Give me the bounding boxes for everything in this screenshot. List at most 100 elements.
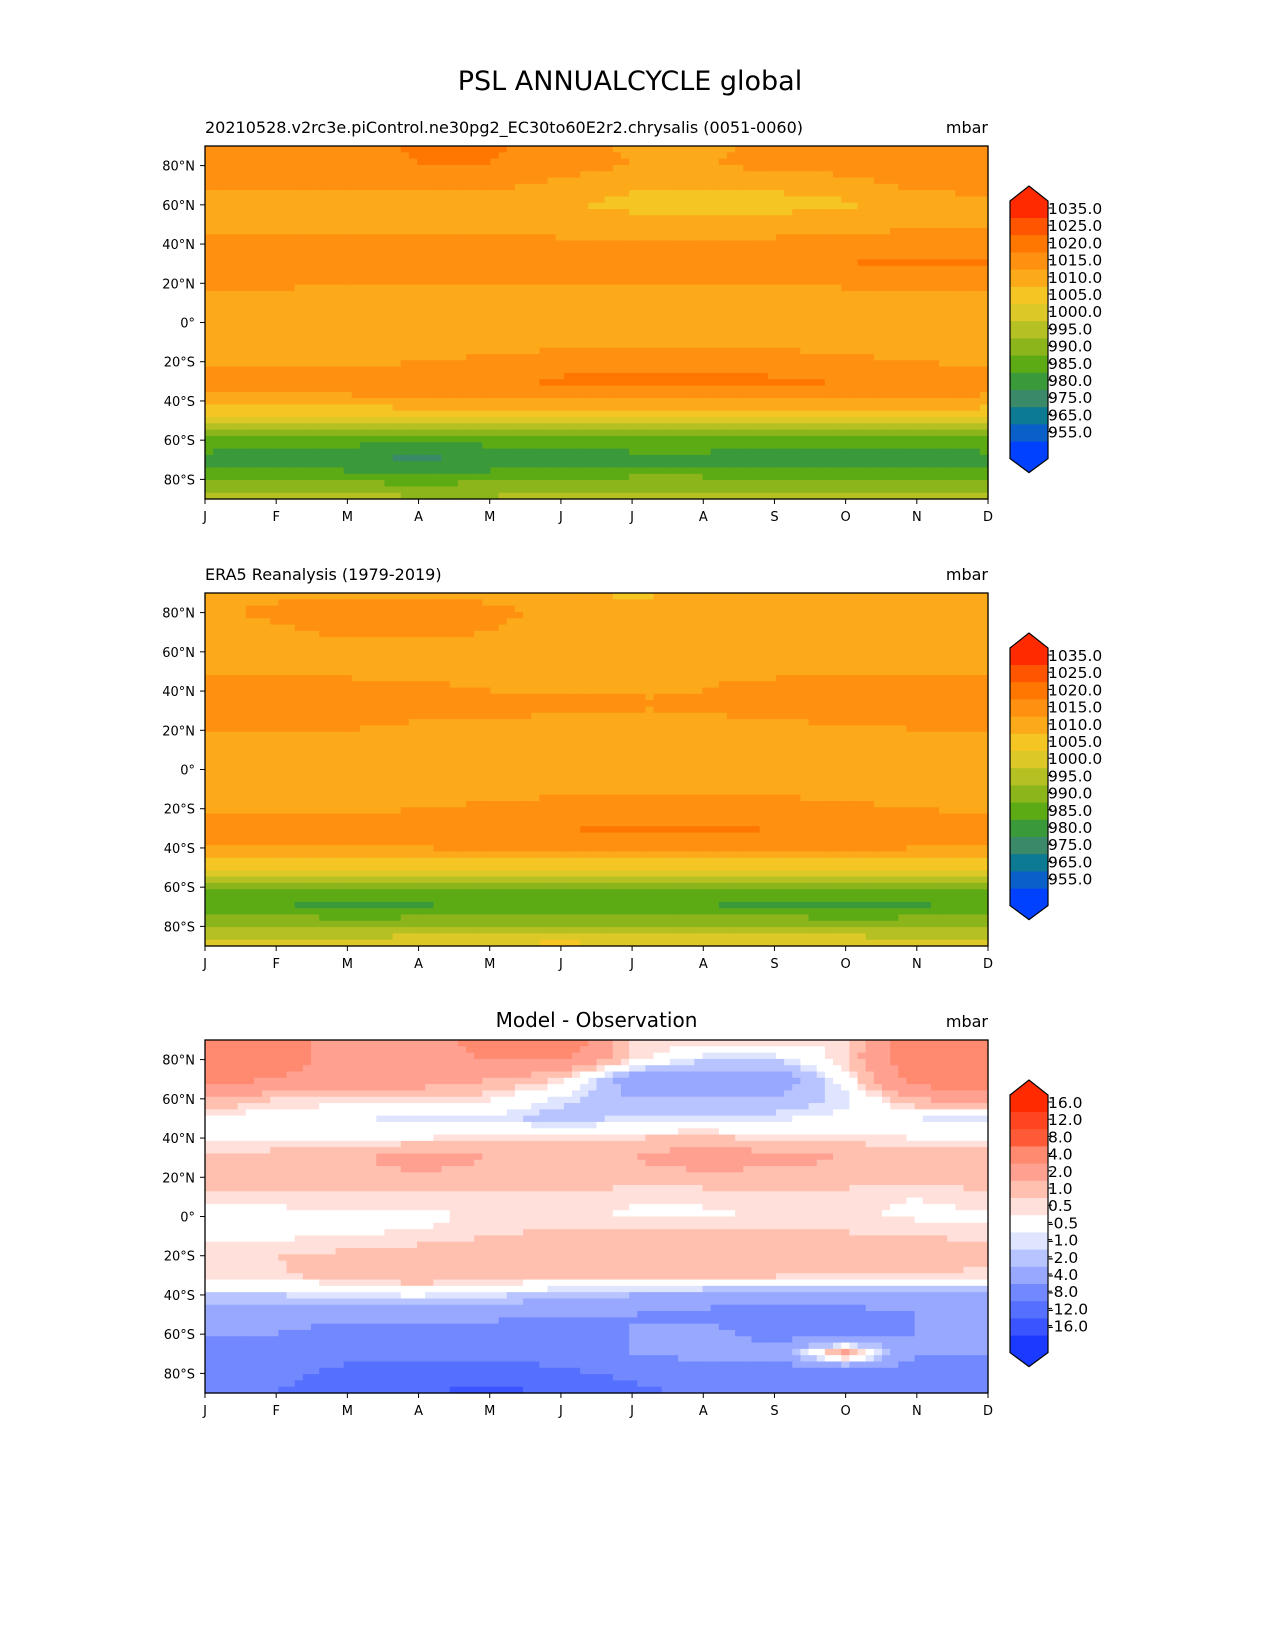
contour-cell — [531, 417, 541, 424]
contour-cell — [743, 202, 753, 210]
contour-cell — [727, 259, 736, 267]
contour-cell — [735, 246, 744, 254]
contour-cell — [775, 442, 785, 450]
contour-cell — [849, 152, 859, 160]
contour-cell — [743, 265, 753, 273]
contour-cell — [645, 429, 655, 437]
contour-cell — [262, 347, 271, 355]
contour-cell — [319, 290, 328, 298]
contour-cell — [857, 328, 867, 336]
contour-cell — [523, 461, 532, 469]
contour-cell — [474, 354, 483, 361]
contour-cell — [922, 429, 932, 437]
contour-cell — [539, 234, 549, 242]
contour-cell — [629, 448, 638, 456]
contour-cell — [759, 246, 769, 254]
contour-cell — [359, 246, 369, 254]
contour-cell — [857, 429, 867, 437]
contour-cell — [262, 152, 271, 160]
contour-cell — [759, 391, 769, 399]
contour-cell — [596, 284, 606, 292]
contour-cell — [262, 259, 271, 267]
contour-cell — [408, 278, 418, 286]
contour-cell — [319, 234, 328, 242]
contour-cell — [718, 290, 728, 298]
contour-cell — [645, 284, 655, 292]
contour-cell — [824, 209, 834, 216]
contour-cell — [400, 309, 410, 317]
contour-cell — [441, 171, 451, 179]
contour-cell — [645, 234, 655, 242]
contour-cell — [702, 234, 712, 242]
contour-cell — [498, 215, 508, 223]
contour-cell — [213, 372, 222, 380]
contour-cell — [816, 322, 826, 330]
contour-cell — [376, 417, 386, 424]
contour-cell — [319, 322, 328, 330]
contour-cell — [767, 196, 777, 204]
contour-cell — [474, 417, 483, 424]
contour-cell — [221, 435, 231, 443]
contour-cell — [890, 417, 899, 424]
contour-cell — [784, 372, 793, 380]
contour-cell — [539, 404, 549, 412]
contour-cell — [588, 177, 598, 185]
contour-cell — [392, 297, 402, 305]
contour-cell — [368, 435, 377, 443]
contour-cell — [808, 322, 818, 330]
contour-cell — [278, 448, 288, 456]
contour-cell — [302, 297, 312, 305]
contour-cell — [213, 448, 222, 456]
contour-cell — [286, 322, 296, 330]
contour-cell — [441, 183, 451, 191]
contour-cell — [449, 379, 459, 387]
contour-cell — [947, 146, 956, 153]
contour-cell — [767, 322, 777, 330]
contour-cell — [262, 303, 271, 311]
contour-cell — [661, 183, 671, 191]
contour-cell — [645, 183, 655, 191]
contour-cell — [457, 366, 467, 374]
contour-cell — [262, 442, 271, 450]
contour-cell — [343, 171, 353, 179]
contour-cell — [890, 171, 899, 179]
contour-cell — [425, 209, 434, 216]
contour-cell — [629, 227, 638, 235]
contour-cell — [498, 341, 508, 349]
contour-cell — [743, 190, 753, 198]
contour-cell — [906, 227, 916, 235]
contour-cell — [979, 265, 989, 273]
contour-cell — [906, 454, 916, 462]
contour-cell — [694, 297, 704, 305]
contour-cell — [449, 309, 459, 317]
contour-cell — [466, 183, 475, 191]
contour-cell — [857, 221, 867, 229]
contour-cell — [531, 372, 541, 380]
contour-cell — [890, 341, 899, 349]
contour-cell — [343, 183, 353, 191]
contour-cell — [302, 461, 312, 469]
contour-cell — [914, 259, 924, 267]
contour-cell — [490, 177, 500, 185]
contour-cell — [302, 417, 312, 424]
contour-cell — [784, 316, 793, 324]
contour-cell — [221, 284, 231, 292]
contour-cell — [857, 423, 867, 431]
contour-cell — [686, 265, 695, 273]
contour-cell — [514, 467, 524, 475]
contour-cell — [392, 152, 402, 160]
contour-cell — [490, 335, 500, 343]
contour-cell — [343, 335, 353, 343]
contour-cell — [678, 435, 687, 443]
contour-cell — [286, 423, 296, 431]
contour-cell — [767, 366, 777, 374]
contour-cell — [767, 152, 777, 160]
contour-cell — [327, 190, 337, 198]
contour-cell — [523, 303, 532, 311]
contour-cell — [702, 341, 712, 349]
contour-cell — [474, 341, 483, 349]
contour-cell — [433, 461, 443, 469]
contour-cell — [408, 366, 418, 374]
contour-cell — [710, 316, 720, 324]
contour-cell — [539, 335, 549, 343]
